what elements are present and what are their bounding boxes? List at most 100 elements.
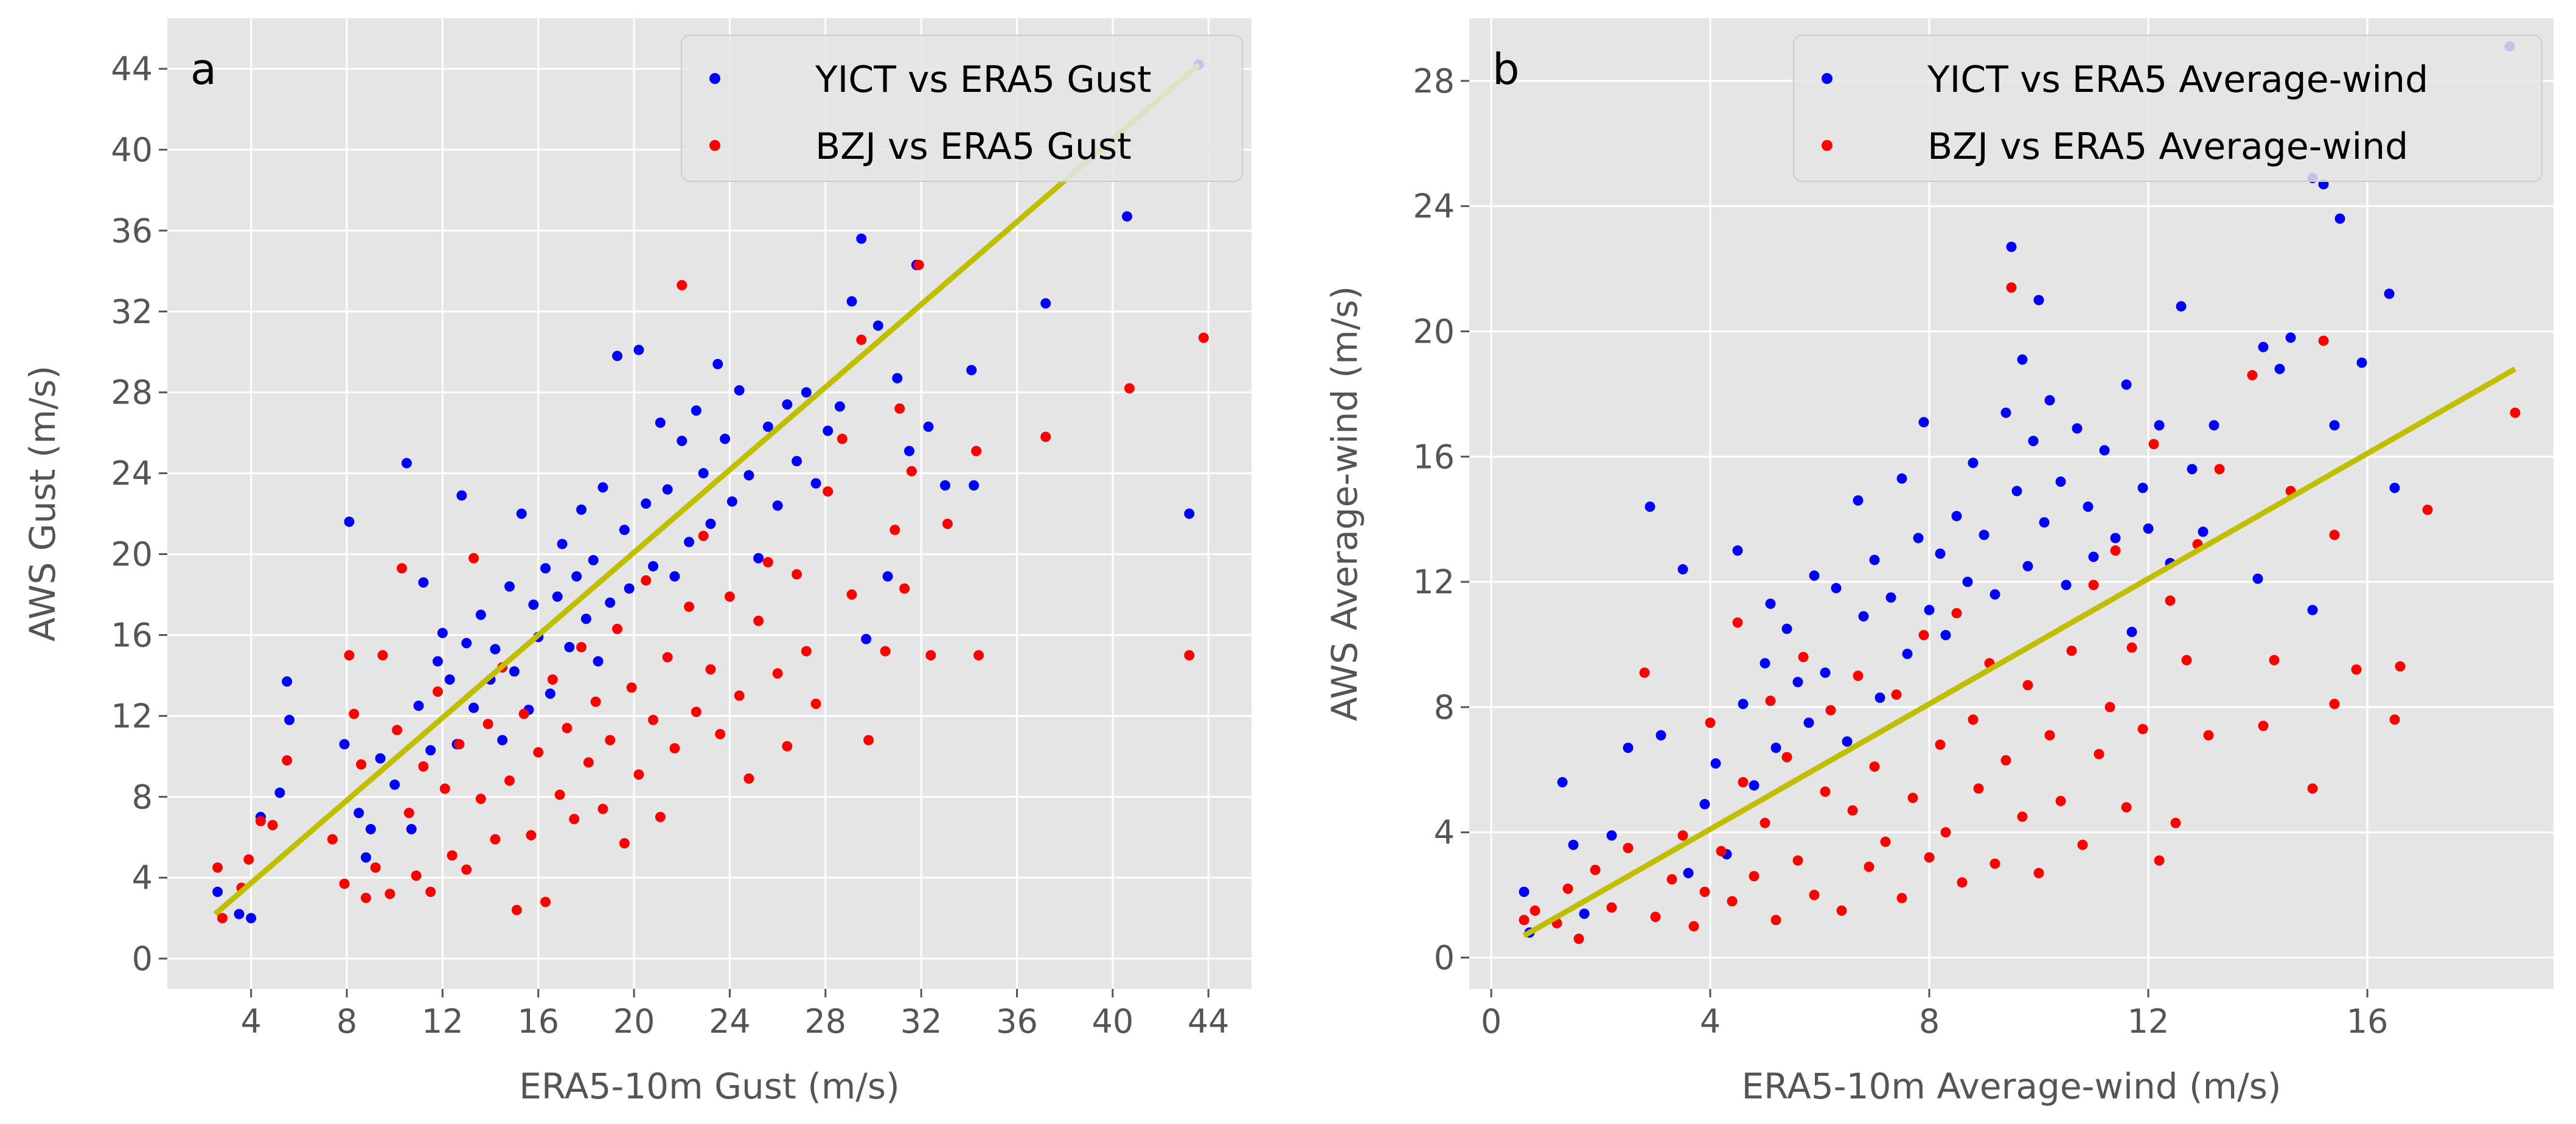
bzj-point: [2022, 680, 2033, 691]
bzj-point: [743, 773, 754, 784]
bzj-point: [782, 741, 793, 752]
legend-a: YICT vs ERA5 Gust BZJ vs ERA5 Gust: [681, 35, 1243, 182]
yict-point: [1858, 611, 1869, 622]
yict-point: [2176, 301, 2187, 312]
panel-label-a: a: [190, 44, 217, 94]
bzj-point: [2422, 504, 2433, 515]
bzj-point: [2126, 642, 2137, 653]
bzj-point: [856, 334, 867, 345]
bzj-point: [526, 829, 537, 840]
yict-point: [846, 296, 857, 307]
bzj-point: [633, 769, 644, 780]
x-tick-label: 12: [422, 1002, 464, 1041]
yict-point: [2022, 560, 2033, 571]
yict-point: [2072, 423, 2083, 434]
bzj-point: [1688, 921, 1699, 932]
y-tick-label: 16: [111, 616, 153, 654]
bzj-point: [590, 696, 601, 707]
bzj-point: [2033, 868, 2044, 879]
yict-point: [691, 405, 701, 416]
y-axis-title-b: AWS Average-wind (m/s): [1324, 286, 1365, 721]
yict-point: [2198, 526, 2209, 537]
yict-point: [2356, 357, 2367, 368]
bzj-point: [397, 563, 408, 574]
bzj-point: [2066, 645, 2077, 656]
bzj-point: [619, 838, 630, 849]
bzj-point: [1940, 827, 1951, 838]
bzj-point: [1573, 934, 1584, 944]
yict-point: [2088, 551, 2099, 562]
bzj-point: [889, 525, 900, 536]
yict-point: [1623, 742, 1634, 753]
bzj-point: [447, 850, 458, 861]
bzj-point: [2170, 817, 2181, 828]
bzj-point: [801, 646, 812, 657]
y-tick-label: 8: [1434, 688, 1455, 727]
yict-point: [365, 823, 376, 834]
x-tick-label: 4: [1700, 1002, 1721, 1041]
bzj-point: [2055, 795, 2066, 806]
yict-point: [1896, 473, 1907, 484]
yict-point: [2033, 295, 2044, 305]
bzj-point: [2077, 839, 2088, 850]
bzj-point: [533, 747, 544, 758]
yict-point: [726, 496, 737, 507]
bzj-point: [569, 814, 580, 825]
yict-point: [2137, 483, 2148, 494]
yict-point: [468, 702, 479, 713]
yict-point: [605, 597, 616, 608]
bzj-point: [684, 601, 695, 612]
yict-point: [1869, 554, 1880, 565]
bzj-point: [2307, 783, 2318, 794]
y-tick-label: 12: [1413, 563, 1455, 601]
bzj-point: [715, 728, 726, 739]
bzj-point: [2044, 730, 2055, 741]
yict-point: [861, 634, 872, 644]
bzj-point: [823, 486, 834, 497]
yict-point: [1962, 576, 1973, 587]
yict-point: [344, 516, 355, 527]
yict-point: [540, 563, 551, 574]
yict-point: [504, 581, 515, 592]
bzj-point: [576, 641, 587, 652]
x-tick-label: 44: [1188, 1002, 1230, 1041]
yict-point: [593, 656, 604, 667]
legend-label-bzj-average-wind: BZJ vs ERA5 Average-wind: [1927, 125, 2408, 168]
yict-point: [792, 456, 802, 467]
y-tick-label: 0: [132, 940, 153, 978]
bzj-point: [2389, 714, 2400, 725]
bzj-point: [612, 624, 623, 635]
bzj-point: [1869, 761, 1880, 772]
x-tick-label: 16: [517, 1002, 559, 1041]
yict-point: [246, 913, 257, 924]
bzj-point: [2318, 335, 2329, 346]
ticks-a: 4 8 12 16 20 24 28 32 36 40 44 0 4 8 12 16 20 24 28 32 36 40 4…: [111, 50, 1229, 1041]
bzj-point: [772, 668, 783, 679]
y-tick-label: 12: [111, 697, 153, 735]
yict-point: [882, 571, 893, 582]
bzj-point: [349, 708, 360, 719]
bzj-point: [562, 722, 573, 733]
bzj-point: [863, 735, 874, 745]
bzj-point: [669, 743, 680, 754]
bzj-point: [433, 686, 444, 697]
bzj-point: [344, 650, 355, 661]
yict-point: [2285, 332, 2296, 343]
yict-point: [2044, 395, 2055, 406]
bzj-point: [1606, 902, 1617, 913]
bzj-point: [1792, 855, 1803, 866]
yict-point: [1853, 495, 1864, 506]
bzj-point: [2121, 802, 2132, 813]
x-tick-label: 4: [241, 1002, 262, 1041]
bzj-point: [1924, 852, 1935, 863]
yict-point: [588, 555, 599, 566]
bzj-point: [2214, 464, 2225, 475]
bzj-point: [1891, 689, 1902, 700]
fit-line-b: [1522, 366, 2517, 938]
yict-point: [1749, 780, 1760, 791]
yict-point: [1913, 532, 1924, 543]
bzj-point: [339, 878, 350, 889]
bzj-point: [899, 583, 910, 594]
yict-point: [2274, 363, 2285, 374]
yict-point: [684, 537, 695, 548]
